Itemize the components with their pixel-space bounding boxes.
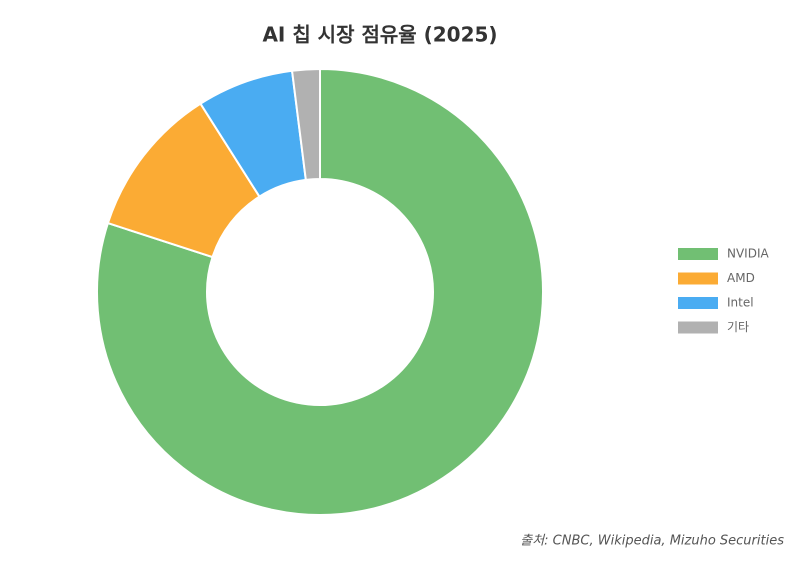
legend-label: Intel [727, 296, 754, 310]
slice [290, 67, 321, 182]
legend-label: NVIDIA [727, 247, 770, 261]
legend-label: 기타 [727, 320, 749, 334]
legend-swatch [678, 297, 718, 309]
source-note: 출처: CNBC, Wikipedia, Mizuho Securities [520, 534, 784, 549]
chart-title: AI 칩 시장 점유율 (2025) [262, 23, 497, 47]
legend-swatch [678, 272, 718, 285]
legend-label: AMD [727, 271, 755, 285]
legend-swatch [678, 321, 718, 334]
legend-swatch [678, 248, 718, 260]
slice [96, 67, 544, 516]
